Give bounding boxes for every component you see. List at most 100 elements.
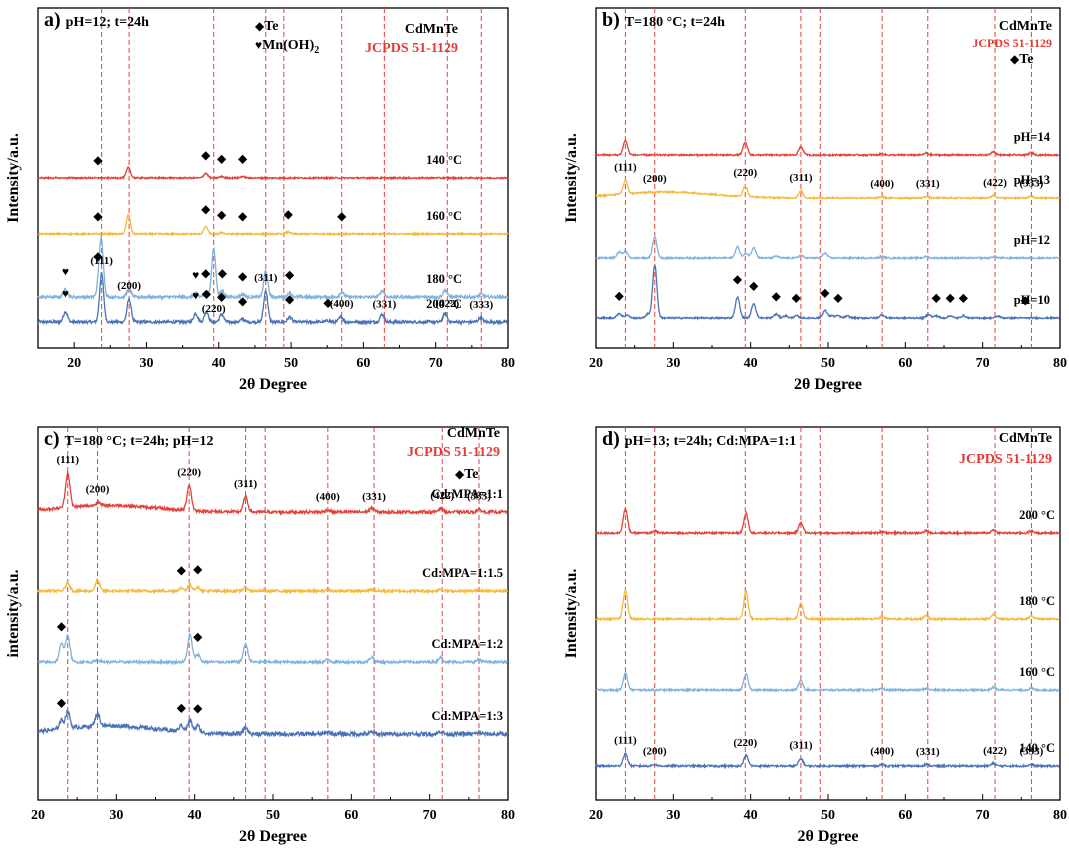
hkl-label: (400) — [316, 491, 340, 503]
hkl-label: (220) — [202, 303, 226, 315]
diamond-marker-icon: ◆ — [932, 291, 942, 305]
x-tick-label: 80 — [1053, 356, 1067, 371]
panel-title: b) T=180 °C; t=24h — [602, 9, 725, 31]
x-tick-label: 40 — [188, 808, 202, 823]
xrd-panel-a: 20 30 40 50 60 70 80 2θ Degree Intensity/a.u. 200… — [5, 7, 515, 393]
heart-marker-icon: ♥ — [62, 286, 69, 300]
heart-marker-icon: ♥ — [192, 288, 199, 302]
diamond-marker-icon: ◆ — [201, 202, 211, 216]
diamond-marker-icon: ◆ — [217, 152, 227, 166]
y-axis-label: Intensity/a.u. — [5, 133, 22, 223]
panel-letter: d) — [602, 428, 625, 450]
hkl-label: (331) — [372, 299, 396, 311]
hkl-label: (331) — [362, 491, 386, 503]
x-tick-label: 50 — [821, 356, 835, 371]
material-label: CdMnTe — [999, 19, 1052, 34]
panel-condition: T=180 °C; t=24h — [625, 15, 725, 30]
series-line-Cd-MPA-1-3 — [37, 709, 509, 739]
hkl-label: (331) — [916, 178, 940, 190]
diamond-marker-icon: ◆ — [238, 152, 248, 166]
x-tick-label: 20 — [31, 808, 45, 823]
x-tick-label: 40 — [212, 356, 226, 371]
hkl-label: (311) — [234, 478, 258, 490]
diamond-marker-icon: ◆ — [57, 619, 67, 633]
hkl-label: (200) — [117, 280, 141, 292]
x-tick-label: 70 — [976, 808, 990, 823]
hkl-label: (311) — [789, 172, 813, 184]
series-line-140-C — [37, 166, 509, 181]
series-line-pH-10 — [595, 264, 1060, 321]
legend-label: Te — [264, 19, 278, 34]
diamond-marker-icon: ◆ — [217, 289, 227, 303]
series-label: pH=12 — [1014, 233, 1050, 247]
hkl-label: (311) — [789, 740, 813, 752]
diamond-marker-icon: ◆ — [201, 266, 211, 280]
xrd-panel-d: 20 30 40 50 60 70 80 2θ Dgree Intensity/a.u. 140 … — [563, 426, 1067, 845]
hkl-label: (400) — [870, 178, 894, 190]
x-tick-label: 60 — [898, 808, 912, 823]
diamond-marker-icon: ◆ — [201, 148, 211, 162]
reference-label: JCPDS 51-1129 — [407, 445, 500, 460]
xrd-panel-b: 20 30 40 50 60 70 80 2θ Degree Intensity/a.u. pH=… — [563, 7, 1067, 393]
panel-title: c) T=180 °C; t=24h; pH=12 — [44, 428, 213, 450]
x-axis-label: 2θ Degree — [794, 376, 862, 393]
series-label: 140 °C — [426, 153, 462, 167]
hkl-label: (333) — [467, 490, 491, 502]
hkl-label: (111) — [90, 255, 113, 267]
x-tick-label: 60 — [356, 356, 370, 371]
hkl-label: (111) — [614, 162, 637, 174]
series-line-180-C — [595, 588, 1060, 623]
x-tick-label: 50 — [266, 808, 280, 823]
x-axis-label: 2θ Degree — [239, 376, 307, 393]
hkl-label: (331) — [916, 746, 940, 758]
series-label: 160 °C — [426, 209, 462, 223]
diamond-marker-icon: ◆ — [193, 629, 203, 643]
series-line-200-C — [595, 507, 1061, 537]
legend-subscript: 2 — [314, 45, 319, 56]
x-tick-label: 80 — [501, 808, 515, 823]
diamond-marker-icon: ◆ — [733, 272, 743, 286]
diamond-marker-icon: ◆ — [93, 153, 103, 167]
diamond-marker-icon: ◆ — [833, 291, 843, 305]
heart-marker-icon: ♥ — [192, 268, 199, 282]
series-label: pH=13 — [1014, 173, 1050, 187]
diamond-marker-icon: ◆ — [217, 208, 227, 222]
x-axis-label: 2θ Degree — [239, 828, 307, 845]
hkl-label: (422) — [435, 298, 459, 310]
material-label: CdMnTe — [447, 426, 500, 441]
x-tick-label: 80 — [501, 356, 515, 371]
series-label: pH=10 — [1014, 293, 1050, 307]
material-label: CdMnTe — [999, 431, 1052, 446]
legend-label: Te — [1019, 52, 1033, 67]
y-axis-label: Intensity/a.u. — [563, 133, 580, 223]
hkl-label: (200) — [643, 745, 667, 757]
hkl-label: (422) — [983, 745, 1007, 757]
heart-marker-icon: ♥ — [62, 264, 69, 278]
series-label: pH=14 — [1014, 130, 1051, 144]
diamond-marker-icon: ◆ — [193, 562, 203, 576]
series-label: 160 °C — [1019, 665, 1055, 679]
diamond-marker-icon: ◆ — [792, 291, 802, 305]
x-tick-label: 20 — [589, 808, 603, 823]
series-line-Cd-MPA-1-1 — [37, 470, 509, 516]
legend-entry: ◆Te — [255, 19, 279, 34]
series-line-Cd-MPA-1-1-5 — [37, 578, 509, 595]
panel-condition: pH=13; t=24h; Cd:MPA=1:1 — [625, 434, 796, 449]
hkl-label: (422) — [983, 177, 1007, 189]
x-tick-label: 40 — [744, 356, 758, 371]
series-label: 180 °C — [1019, 594, 1055, 608]
y-axis-label: intensity/a.u. — [5, 569, 22, 657]
diamond-marker-icon: ◆ — [93, 249, 103, 263]
hkl-label: (220) — [177, 466, 201, 478]
hkl-label: (200) — [86, 484, 110, 496]
series-label: Cd:MPA=1:1 — [432, 487, 503, 501]
x-tick-label: 60 — [344, 808, 358, 823]
series-line-160-C — [37, 213, 509, 237]
hkl-label: (422) — [430, 490, 454, 502]
series-line-pH-13 — [595, 179, 1061, 201]
series-line-180-C — [37, 235, 509, 301]
xrd-panel-c: 20 30 40 50 60 70 80 2θ Degree intensity/a.u. Cd:… — [5, 426, 515, 845]
hkl-label: (333) — [1019, 177, 1043, 189]
legend-label: Te — [464, 467, 478, 482]
diamond-marker-icon: ◆ — [959, 291, 969, 305]
